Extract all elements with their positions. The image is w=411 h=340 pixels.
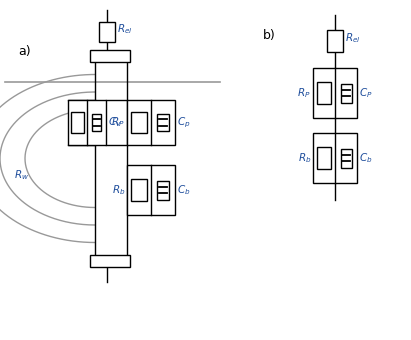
Bar — [131, 113, 147, 133]
Bar — [340, 149, 351, 168]
Bar — [157, 114, 169, 131]
Text: $R_P$: $R_P$ — [111, 116, 125, 130]
Bar — [68, 100, 106, 145]
Bar — [90, 50, 130, 62]
Text: $R_P$: $R_P$ — [298, 86, 311, 100]
Bar — [131, 179, 147, 201]
Bar — [92, 114, 101, 131]
Bar — [99, 22, 115, 42]
Text: $R_{el}$: $R_{el}$ — [345, 31, 361, 45]
Text: $C_P$: $C_P$ — [359, 86, 373, 100]
Bar — [72, 113, 84, 133]
Bar — [317, 82, 331, 104]
Bar — [313, 68, 357, 118]
Text: $R_w$: $R_w$ — [14, 168, 30, 182]
Text: $C_b$: $C_b$ — [359, 151, 372, 165]
Bar — [317, 147, 331, 169]
Text: $C_v$: $C_v$ — [108, 116, 122, 130]
Text: $C_p$: $C_p$ — [177, 115, 191, 130]
Text: b): b) — [263, 29, 276, 41]
Bar — [327, 30, 343, 52]
Text: $R_b$: $R_b$ — [111, 183, 125, 197]
Bar — [313, 133, 357, 183]
Bar — [340, 84, 351, 102]
Bar — [127, 165, 175, 215]
Text: $R_b$: $R_b$ — [298, 151, 311, 165]
Text: $R_{el}$: $R_{el}$ — [117, 22, 133, 36]
Bar — [127, 100, 175, 145]
Text: a): a) — [18, 46, 31, 58]
Bar — [157, 181, 169, 200]
Text: $C_b$: $C_b$ — [177, 183, 190, 197]
Bar — [90, 255, 130, 267]
